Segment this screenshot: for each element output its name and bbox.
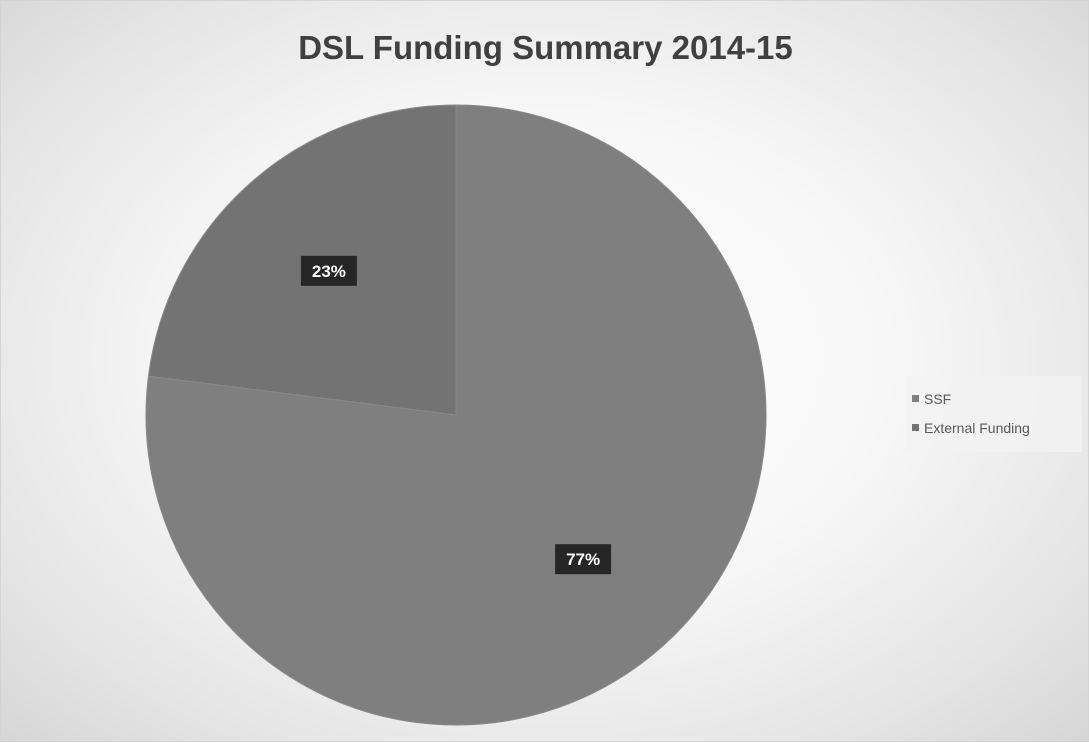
legend-item-ssf: SSF (912, 384, 1076, 413)
data-label-external-funding: 23% (300, 255, 357, 286)
data-label-box-ssf (555, 544, 612, 575)
pie-slices (145, 104, 767, 726)
legend-swatch-ssf (912, 395, 919, 402)
data-label-text-ssf: 77% (566, 550, 600, 569)
legend-swatch-external-funding (912, 424, 919, 431)
chart-legend: SSF External Funding (906, 376, 1082, 452)
data-label-box-external-funding (300, 255, 357, 286)
legend-item-external-funding: External Funding (912, 413, 1076, 442)
chart-title: DSL Funding Summary 2014-15 (298, 29, 793, 66)
legend-label-external-funding: External Funding (924, 419, 1030, 436)
legend-label-ssf: SSF (924, 390, 952, 407)
data-label-text-external-funding: 23% (312, 262, 346, 281)
data-label-ssf: 77% (555, 544, 612, 575)
pie-data-labels: 77% 23% (300, 255, 612, 575)
